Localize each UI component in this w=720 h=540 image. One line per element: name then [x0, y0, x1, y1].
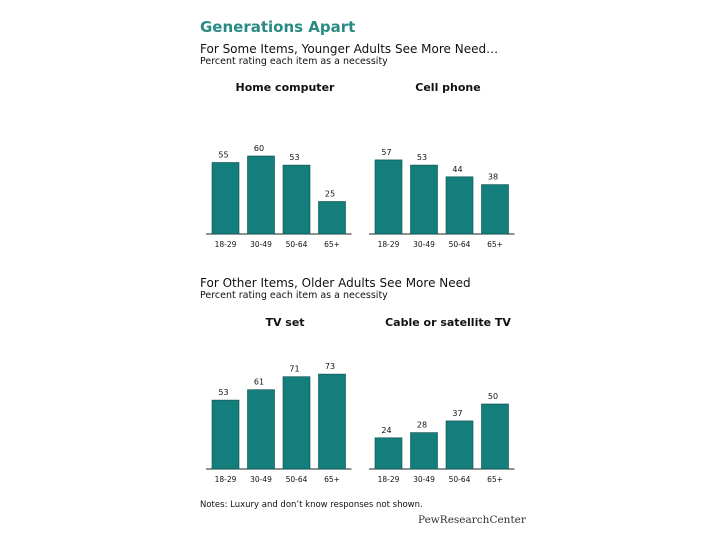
tick-label: 65+: [324, 240, 340, 249]
notes: Notes: Luxury and don’t know responses n…: [200, 500, 423, 510]
tick-label: 65+: [324, 475, 340, 484]
tick-label: 50-64: [286, 475, 308, 484]
data-label: 50: [488, 392, 498, 401]
data-label: 24: [381, 426, 391, 435]
tick-label: 30-49: [413, 475, 435, 484]
chart-3: Cable or satellite TV 24 18-29 28 30-49 37 50-…: [369, 316, 515, 484]
bar: [282, 376, 311, 470]
tick-label: 18-29: [378, 475, 400, 484]
chart-title: TV set: [265, 316, 304, 329]
data-label: 61: [254, 378, 264, 387]
tick-label: 30-49: [250, 240, 272, 249]
bar: [481, 184, 509, 235]
tick-label: 18-29: [215, 475, 237, 484]
data-label: 73: [325, 362, 335, 371]
chart-title: Home computer: [236, 81, 335, 94]
section1-subtitle: Percent rating each item as a necessity: [200, 56, 388, 67]
chart-1: Cell phone 57 18-29 53 30-49 44 50-64 38 65+: [369, 81, 515, 249]
section1-title: For Some Items, Younger Adults See More …: [200, 42, 499, 56]
bar: [410, 432, 438, 470]
bar: [247, 155, 275, 235]
bar: [374, 159, 403, 235]
data-label: 28: [417, 421, 427, 430]
bar: [374, 437, 403, 470]
bar: [445, 176, 474, 235]
page-title: Generations Apart: [200, 18, 356, 36]
data-label: 25: [325, 190, 335, 199]
bar: [211, 162, 240, 235]
tick-label: 30-49: [250, 475, 272, 484]
data-label: 55: [218, 151, 228, 160]
chart-2: TV set 53 18-29 61 30-49 71 50-64 73 65+: [206, 316, 352, 484]
data-label: 53: [289, 153, 299, 162]
data-label: 37: [452, 409, 462, 418]
data-label: 53: [218, 388, 228, 397]
bar: [410, 164, 438, 235]
bar: [211, 399, 240, 470]
chart-title: Cable or satellite TV: [385, 316, 511, 329]
data-label: 57: [381, 148, 391, 157]
bar: [282, 164, 311, 235]
tick-label: 65+: [487, 240, 503, 249]
tick-label: 65+: [487, 475, 503, 484]
chart-0: Home computer 55 18-29 60 30-49 53 50-64 25 65+: [206, 81, 352, 249]
bar: [247, 389, 275, 470]
data-label: 38: [488, 173, 498, 182]
tick-label: 30-49: [413, 240, 435, 249]
tick-label: 50-64: [286, 240, 308, 249]
bar: [445, 420, 474, 470]
tick-label: 50-64: [449, 475, 471, 484]
pew-logo: PewResearchCenter: [418, 514, 526, 526]
bar: [318, 201, 346, 235]
data-label: 44: [452, 165, 462, 174]
data-label: 60: [254, 144, 264, 153]
tick-label: 50-64: [449, 240, 471, 249]
tick-label: 18-29: [378, 240, 400, 249]
tick-label: 18-29: [215, 240, 237, 249]
data-label: 71: [289, 365, 299, 374]
section2-subtitle: Percent rating each item as a necessity: [200, 290, 388, 301]
bar: [318, 373, 346, 470]
data-label: 53: [417, 153, 427, 162]
chart-title: Cell phone: [415, 81, 480, 94]
section2-title: For Other Items, Older Adults See More N…: [200, 276, 471, 290]
bar: [481, 403, 509, 470]
